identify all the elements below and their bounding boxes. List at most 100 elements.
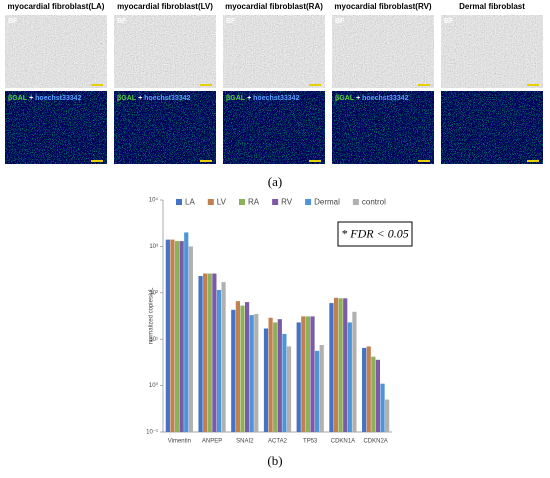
- legend-swatch: [239, 199, 245, 205]
- legend-label: LA: [185, 198, 195, 207]
- fluorescence-label: βGAL + hoechst33342: [335, 95, 409, 102]
- scale-bar: [91, 84, 103, 86]
- x-tick-label: TP53: [303, 439, 318, 445]
- scale-bar: [309, 160, 321, 162]
- bar: [221, 282, 226, 432]
- fluorescence-label-part: +: [138, 95, 142, 102]
- bar: [380, 383, 385, 432]
- scale-bar: [527, 84, 539, 86]
- annotation: * FDR < 0.05: [341, 226, 408, 240]
- fluorescence-label-part: hoechst33342: [144, 95, 190, 102]
- bar: [296, 322, 301, 432]
- bf-image: [332, 15, 434, 88]
- bar: [184, 232, 189, 432]
- bar: [319, 344, 324, 432]
- panel-label: (a): [268, 174, 282, 189]
- legend-label: LV: [217, 198, 227, 207]
- bar: [170, 239, 175, 432]
- scale-bar: [418, 84, 430, 86]
- column-title: myocardial fibroblast(LV): [117, 2, 213, 11]
- fluorescence-label-part: βGAL: [226, 95, 246, 102]
- bar: [235, 301, 240, 432]
- legend-swatch: [207, 199, 214, 205]
- fluorescence-image: [441, 91, 543, 164]
- panel-label: (b): [267, 453, 282, 468]
- bar: [216, 289, 222, 432]
- bar: [347, 322, 352, 432]
- y-tick-label: 10¹: [149, 337, 158, 343]
- scale-bar: [200, 84, 212, 86]
- scale-bar: [418, 160, 430, 162]
- bar: [231, 309, 236, 432]
- fluorescence-label-part: +: [29, 95, 33, 102]
- y-tick-label: 10²: [149, 290, 158, 296]
- fluorescence-label-part: hoechst33342: [35, 95, 81, 102]
- bar: [244, 302, 250, 432]
- bf-label: BF: [8, 18, 18, 25]
- bf-label: BF: [117, 18, 127, 25]
- fluorescence-label-part: βGAL: [8, 95, 28, 102]
- fluorescence-label: βGAL + hoechst33342: [117, 95, 191, 102]
- fluorescence-label: βGAL + hoechst33342: [226, 95, 300, 102]
- bar: [371, 356, 376, 432]
- bf-image: [441, 15, 543, 88]
- bar: [207, 273, 212, 432]
- legend-label: control: [362, 198, 386, 207]
- bar: [179, 241, 184, 432]
- bar: [212, 273, 217, 432]
- bar: [273, 322, 278, 432]
- bar: [203, 273, 208, 432]
- x-tick-label: CDKN1A: [331, 439, 355, 445]
- fluorescence-image: [114, 91, 216, 164]
- bar: [305, 316, 311, 432]
- bar: [240, 305, 245, 432]
- bar: [375, 359, 381, 432]
- bar: [385, 399, 390, 432]
- bar: [310, 316, 315, 432]
- scale-bar: [91, 160, 103, 162]
- legend-label: RV: [281, 198, 293, 207]
- x-tick-label: ANPEP: [202, 439, 222, 445]
- bar: [263, 328, 269, 432]
- bf-label: BF: [444, 18, 454, 25]
- x-tick-label: ACTA2: [268, 439, 288, 445]
- fluorescence-label-part: βGAL: [117, 95, 137, 102]
- x-tick-label: Vimentin: [168, 439, 191, 445]
- x-tick-label: CDKN2A: [363, 439, 387, 445]
- fluorescence-label-part: hoechst33342: [253, 95, 299, 102]
- x-tick-label: SNAI2: [236, 439, 254, 445]
- bf-image: [5, 15, 107, 88]
- fluorescence-image: [5, 91, 107, 164]
- bar: [362, 347, 367, 432]
- bar: [249, 315, 254, 432]
- fluorescence-label-part: +: [356, 95, 360, 102]
- bar: [333, 297, 339, 432]
- bar: [188, 246, 193, 432]
- bar: [329, 303, 334, 432]
- bar: [165, 239, 170, 432]
- annotation-box: [337, 221, 413, 247]
- bar: [338, 298, 343, 432]
- legend-swatch: [305, 199, 312, 205]
- bar: [198, 276, 203, 432]
- fluorescence-label: βGAL + hoechst33342: [8, 95, 82, 102]
- legend-swatch: [176, 199, 182, 205]
- bf-image: [114, 15, 216, 88]
- bf-label: BF: [226, 18, 236, 25]
- bar: [174, 241, 180, 432]
- bar: [315, 350, 320, 432]
- fluorescence-image: [223, 91, 325, 164]
- bar: [352, 311, 357, 432]
- column-title: myocardial fibroblast(RA): [225, 2, 323, 11]
- y-tick-label: 10³: [149, 244, 158, 250]
- fluorescence-image: [332, 91, 434, 164]
- bar: [301, 316, 306, 432]
- bar: [366, 346, 371, 432]
- bar: [343, 298, 348, 432]
- fluorescence-label-part: βGAL: [335, 95, 355, 102]
- legend-swatch: [352, 199, 359, 205]
- legend-label: Dermal: [314, 198, 340, 207]
- bf-image: [223, 15, 325, 88]
- y-tick-label: 10⁰: [149, 382, 159, 389]
